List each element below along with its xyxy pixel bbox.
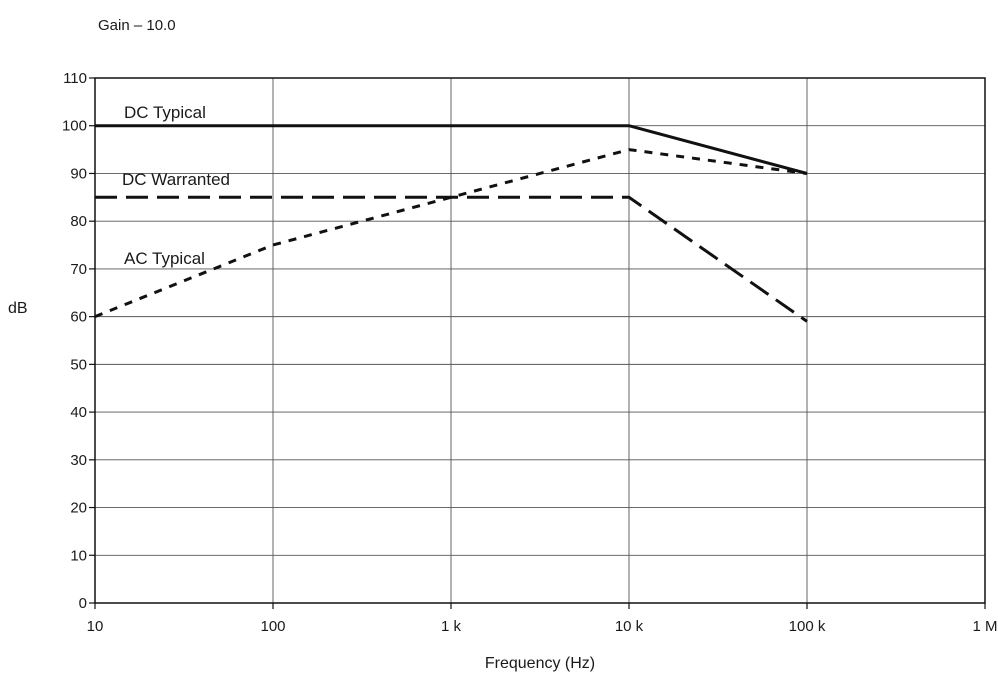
x-tick-label: 100 xyxy=(260,618,285,635)
y-tick-label: 90 xyxy=(70,165,87,182)
series-label-ac-typical: AC Typical xyxy=(124,249,205,268)
y-tick-label: 10 xyxy=(70,547,87,564)
series-layer xyxy=(94,124,808,323)
x-tick-label: 1 k xyxy=(441,618,462,635)
y-tick-label: 0 xyxy=(79,595,87,612)
x-tick-label: 10 xyxy=(87,618,104,635)
grid-layer xyxy=(89,77,986,609)
x-tick-label: 10 k xyxy=(615,618,644,635)
y-tick-label: 40 xyxy=(70,404,87,421)
y-tick-label: 110 xyxy=(63,70,87,87)
y-tick-label: 70 xyxy=(70,261,87,278)
chart-title: Gain – 10.0 xyxy=(98,17,176,34)
y-tick-label: 30 xyxy=(70,452,87,469)
y-axis-label: dB xyxy=(8,300,28,317)
y-tick-label: 20 xyxy=(70,500,87,517)
y-tick-label: 60 xyxy=(70,309,87,326)
x-tick-label: 100 k xyxy=(789,618,826,635)
plot-frame xyxy=(94,77,986,604)
y-tick-label: 80 xyxy=(70,213,87,230)
series-label-dc-warranted: DC Warranted xyxy=(122,170,230,189)
x-axis-label: Frequency (Hz) xyxy=(485,655,595,672)
text-layer: Gain – 10.0 dB Frequency (Hz) 0102030405… xyxy=(8,17,998,672)
y-tick-label: 100 xyxy=(62,118,87,135)
series-line-dc-warranted xyxy=(95,195,808,323)
series-line-dc-typical xyxy=(95,124,808,175)
x-tick-label: 1 M xyxy=(972,618,997,635)
y-tick-label: 50 xyxy=(70,356,87,373)
series-label-dc-typical: DC Typical xyxy=(124,103,206,122)
